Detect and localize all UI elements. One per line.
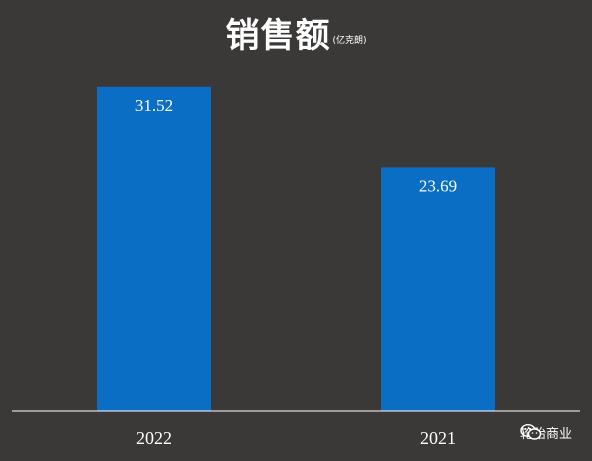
category-label-2021: 2021 — [420, 428, 456, 448]
value-label-2021: 23.69 — [419, 176, 457, 195]
chart-title-block: 销售额 (亿克朗) — [0, 8, 592, 57]
chart-title: 销售额 — [225, 16, 331, 56]
bar-2022 — [97, 86, 211, 411]
value-label-2022: 31.52 — [135, 96, 173, 115]
bars-group — [97, 86, 495, 411]
wechat-icon — [520, 423, 542, 440]
watermark: 轮胎商业 — [520, 423, 572, 442]
labels-group: 31.52 2022 23.69 2021 — [135, 96, 457, 448]
chart-unit: (亿克朗) — [332, 36, 367, 46]
category-label-2022: 2022 — [136, 428, 172, 448]
bar-2021 — [381, 167, 495, 411]
